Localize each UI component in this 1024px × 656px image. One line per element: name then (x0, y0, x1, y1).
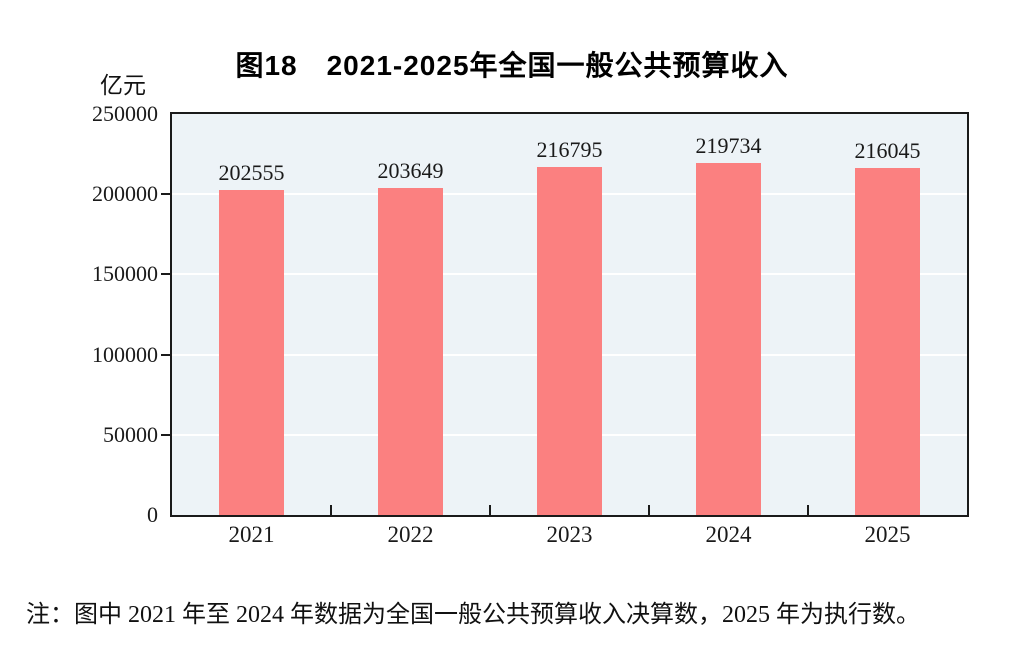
y-tick-label: 0 (147, 502, 158, 527)
y-axis-tick (161, 193, 170, 196)
x-tick-label: 2021 (228, 522, 275, 547)
x-tick-label: 2023 (546, 522, 593, 547)
bar (537, 167, 602, 515)
bar-value-label: 203649 (377, 158, 444, 183)
y-tick-label: 50000 (103, 421, 158, 447)
footnote: 注：图中 2021 年至 2024 年数据为全国一般公共预算收入决算数，2025… (26, 602, 920, 628)
y-axis-unit-label: 亿元 (100, 73, 146, 98)
y-tick-label: 150000 (92, 261, 158, 287)
y-tick-label: 100000 (92, 341, 158, 367)
plot-area (170, 112, 969, 517)
y-axis-tick (161, 353, 170, 356)
chart-title: 图18 2021-2025年全国一般公共预算收入 (235, 50, 789, 81)
bar-value-label: 202555 (218, 160, 285, 185)
x-tick-label: 2022 (387, 522, 434, 547)
x-tick-label: 2025 (864, 522, 911, 547)
y-axis-tick (161, 433, 170, 436)
bar-value-label: 216795 (536, 137, 603, 162)
bar-value-label: 219734 (695, 133, 762, 158)
bar (855, 168, 920, 515)
x-axis-tick (807, 505, 809, 515)
y-axis-tick (161, 273, 170, 276)
bar (219, 190, 284, 515)
bar (696, 163, 761, 515)
x-tick-label: 2024 (705, 522, 752, 547)
y-tick-label: 200000 (92, 181, 158, 207)
bar-value-label: 216045 (854, 138, 921, 163)
bar (378, 188, 443, 515)
x-axis-tick (648, 505, 650, 515)
y-tick-label: 250000 (92, 101, 158, 126)
x-axis-tick (330, 505, 332, 515)
x-axis-tick (489, 505, 491, 515)
